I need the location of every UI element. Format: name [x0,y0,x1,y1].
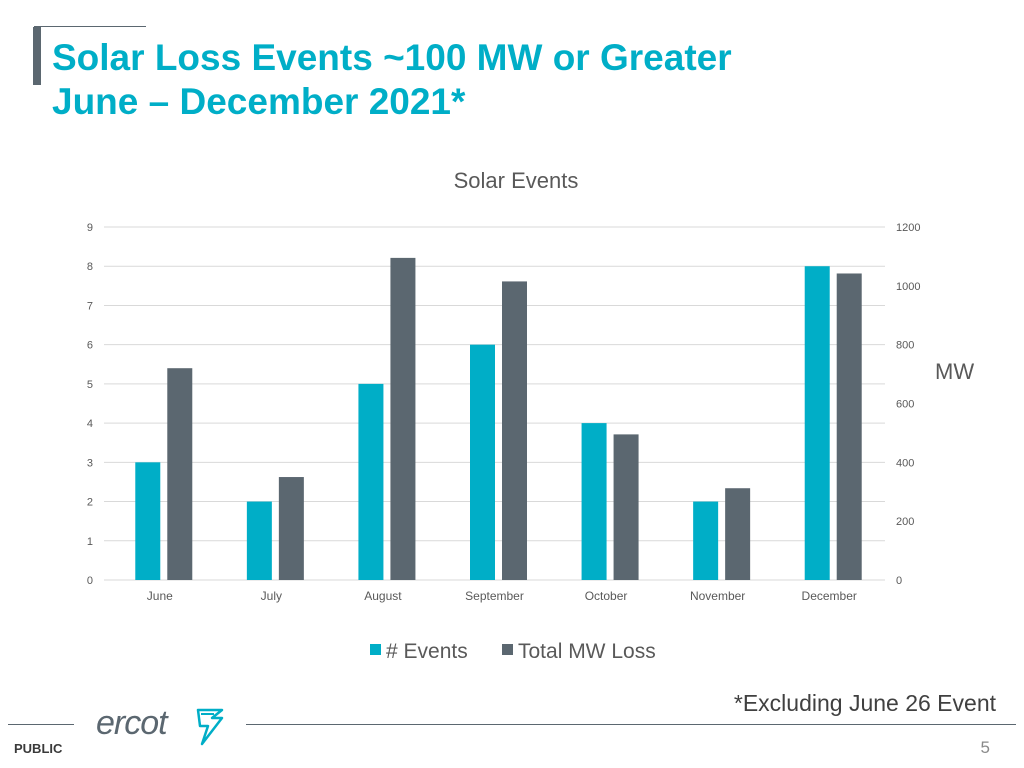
bar-mw-loss [278,477,304,580]
footnote: *Excluding June 26 Event [733,690,996,716]
bar-mw-loss [502,281,527,580]
y-left-tick-label: 2 [87,497,93,509]
bar-events [358,383,384,580]
y-left-tick-label: 9 [87,222,93,234]
svg-text:ercot: ercot [96,704,169,742]
ercot-logo: ercot [96,704,224,746]
x-tick-label: December [802,589,857,603]
title-accent-bar [33,27,41,85]
y-right-axis-label: MW [935,359,974,384]
chart-title: Solar Events [454,168,579,193]
bar-mw-loss [725,488,751,580]
y-left-tick-label: 0 [87,575,93,587]
page-number: 5 [980,738,990,757]
y-right-tick-label: 1000 [896,281,920,293]
bar-events [581,423,607,580]
x-tick-label: November [690,589,745,603]
bar-events [693,501,719,580]
bar-mw-loss [613,434,639,580]
y-left-tick-label: 3 [87,457,93,469]
x-tick-label: September [465,589,524,603]
y-right-tick-label: 600 [896,399,914,411]
bar-mw-loss [836,273,862,580]
solar-events-chart: Solar Events 0 1 2 3 4 5 6 7 8 9 0 200 400 600 800 1000 1… [87,168,974,663]
slide-title: Solar Loss Events ~100 MW or Greater Jun… [52,36,732,124]
x-tick-label: June [147,589,173,603]
y-left-tick-label: 8 [87,261,93,273]
y-left-tick-label: 7 [87,300,93,312]
x-tick-label: October [585,589,628,603]
legend-swatch [502,644,513,655]
y-left-tick-label: 1 [87,536,93,548]
bar-mw-loss [390,257,416,580]
y-left-tick-label: 5 [87,379,93,391]
x-tick-label: August [364,589,402,603]
y-right-tick-label: 200 [896,516,914,528]
x-tick-label: July [261,589,282,603]
title-accent-line [34,26,146,27]
bar-events [470,344,495,580]
bar-events [135,462,161,580]
footer-divider-left [8,724,74,725]
legend-label: # Events [386,640,468,663]
slide-title-line-2: June – December 2021* [52,81,466,122]
slide-title-line-1: Solar Loss Events ~100 MW or Greater [52,37,732,78]
bar-events [246,501,272,580]
legend-label: Total MW Loss [518,640,656,663]
y-right-tick-label: 400 [896,457,914,469]
footer-divider-right [246,724,1016,725]
footer-public-label: PUBLIC [14,741,63,756]
y-left-tick-label: 4 [87,418,93,430]
y-right-tick-label: 0 [896,575,902,587]
y-right-tick-label: 1200 [896,222,920,234]
legend-swatch [370,644,381,655]
bar-mw-loss [167,368,193,580]
y-right-tick-label: 800 [896,340,914,352]
y-left-tick-label: 6 [87,340,93,352]
bar-events [804,266,830,580]
